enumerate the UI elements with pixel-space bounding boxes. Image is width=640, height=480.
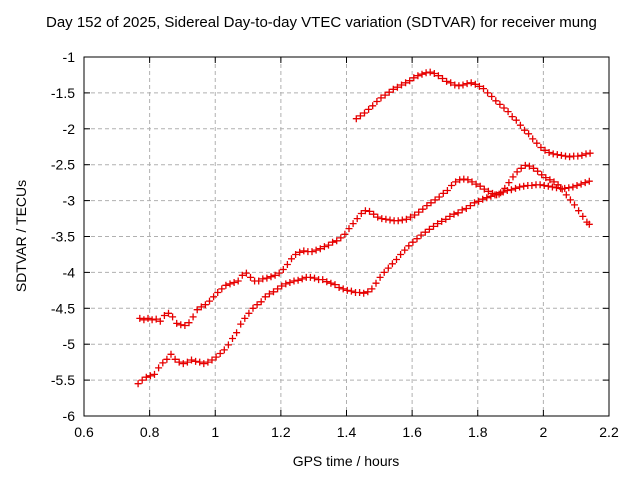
x-tick-label: 0.6 xyxy=(74,424,94,440)
series-1-points xyxy=(352,68,594,161)
y-tick-label: -2.5 xyxy=(51,157,75,173)
x-tick-label: 1.4 xyxy=(337,424,357,440)
y-tick-label: -5 xyxy=(63,336,76,352)
y-tick-label: -1 xyxy=(63,49,76,65)
y-axis-label: SDTVAR / TECUs xyxy=(13,179,29,293)
grid-lines xyxy=(84,57,609,416)
y-tick-label: -3 xyxy=(63,193,76,209)
x-tick-label: 1 xyxy=(211,424,219,440)
x-axis-label: GPS time / hours xyxy=(292,453,400,469)
series-3-points xyxy=(134,177,593,388)
tick-marks xyxy=(83,56,610,417)
y-tick-label: -1.5 xyxy=(51,85,75,101)
series-2-points xyxy=(136,161,593,329)
y-tick-label: -5.5 xyxy=(51,372,75,388)
x-tick-label: 1.2 xyxy=(271,424,291,440)
chart-title: Day 152 of 2025, Sidereal Day-to-day VTE… xyxy=(46,14,597,31)
x-tick-label: 1.8 xyxy=(468,424,488,440)
y-tick-label: -4 xyxy=(63,264,76,280)
y-tick-label: -2 xyxy=(63,121,76,137)
y-tick-label: -6 xyxy=(63,408,76,424)
x-tick-label: 2.2 xyxy=(599,424,619,440)
tick-labels: 0.6 0.8 1 1.2 1.4 1.6 1.8 2 2.2 -1 -1.5 -2 -2.5 -3 -3.… xyxy=(51,49,619,440)
x-tick-label: 0.8 xyxy=(140,424,160,440)
y-tick-label: -3.5 xyxy=(51,229,75,245)
x-tick-label: 2 xyxy=(539,424,547,440)
y-tick-label: -4.5 xyxy=(51,300,75,316)
x-tick-label: 1.6 xyxy=(402,424,422,440)
